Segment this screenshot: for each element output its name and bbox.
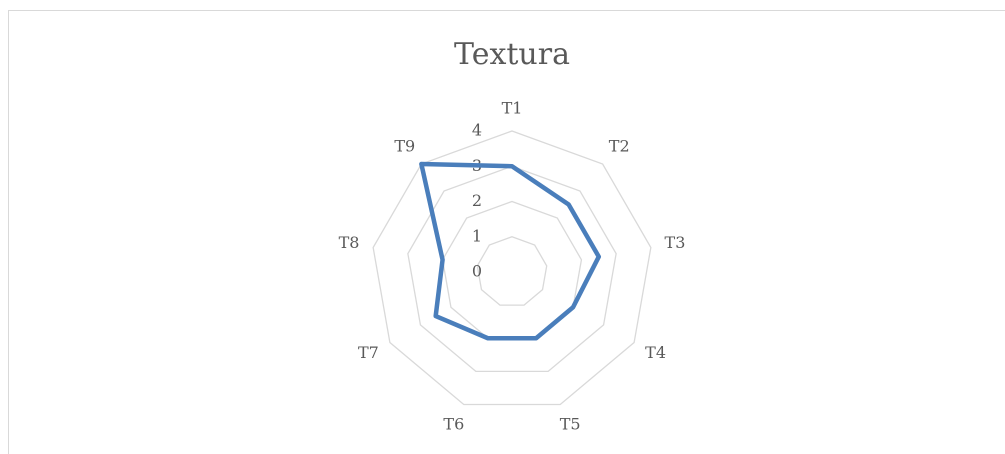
grid-ring [372, 130, 652, 406]
r-tick-label: 4 [472, 121, 482, 140]
r-tick-label: 0 [472, 262, 482, 281]
category-label: T2 [609, 137, 630, 156]
category-label: T5 [560, 415, 581, 434]
grid-ring [476, 236, 548, 306]
category-label: T8 [339, 233, 360, 252]
category-label: T9 [394, 137, 415, 156]
r-tick-label: 1 [472, 226, 482, 245]
category-label: T4 [645, 343, 666, 362]
grid-ring [407, 165, 617, 373]
category-label: T6 [443, 415, 464, 434]
category-label: T3 [665, 233, 686, 252]
chart-frame [8, 10, 1005, 454]
chart-title: Textura [454, 37, 570, 72]
r-tick-label: 2 [472, 191, 482, 210]
category-label: T7 [358, 343, 379, 362]
category-label: T1 [502, 99, 523, 118]
series-line [419, 161, 602, 341]
